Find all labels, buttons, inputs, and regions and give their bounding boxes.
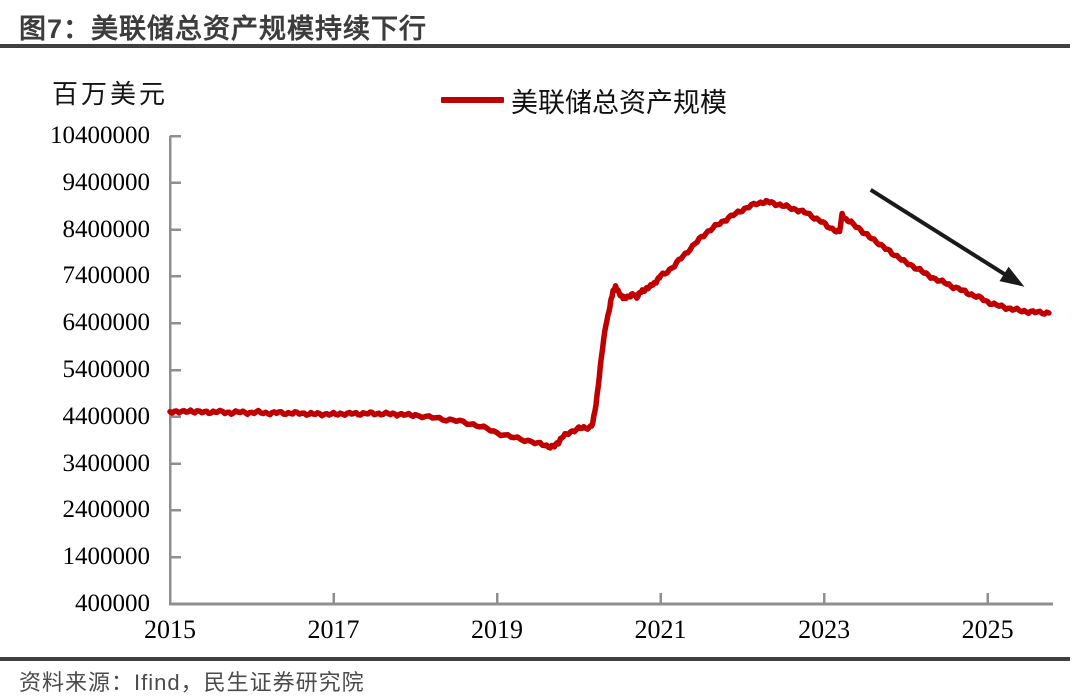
trend-arrow-head — [999, 266, 1025, 287]
x-tick-label: 2015 — [144, 615, 196, 644]
y-axis-unit-label: 百万美元 — [52, 80, 169, 109]
y-tick-label: 2400000 — [62, 496, 151, 524]
series-line — [167, 197, 1052, 451]
y-tick-label: 400000 — [75, 590, 150, 617]
y-tick-label: 8400000 — [62, 215, 151, 243]
y-tick-label: 5400000 — [62, 356, 151, 383]
legend-line-swatch — [441, 97, 504, 103]
x-tick-label: 2023 — [798, 615, 851, 644]
x-tick-label: 2025 — [961, 615, 1014, 644]
legend-series-label: 美联储总资产规模 — [511, 87, 727, 118]
y-tick-label: 1400000 — [62, 543, 151, 571]
y-tick-label: 7400000 — [62, 262, 151, 290]
y-tick-label: 10400000 — [50, 122, 150, 149]
legend: 美联储总资产规模 — [441, 84, 727, 118]
figure-title: 图7：美联储总资产规模持续下行 — [19, 14, 428, 44]
y-tick-label: 3400000 — [62, 449, 151, 477]
source-note: 资料来源：Ifind，民生证券研究院 — [19, 670, 365, 695]
x-tick-label: 2017 — [307, 615, 360, 644]
y-tick-label: 9400000 — [62, 168, 151, 196]
title-underline — [0, 44, 1070, 48]
x-tick-label: 2021 — [634, 615, 687, 644]
footer-rule — [0, 657, 1070, 661]
y-tick-label: 6400000 — [62, 309, 151, 337]
x-tick-label: 2019 — [471, 615, 524, 644]
y-tick-label: 4400000 — [62, 402, 151, 430]
trend-arrow-shaft — [869, 188, 1014, 281]
